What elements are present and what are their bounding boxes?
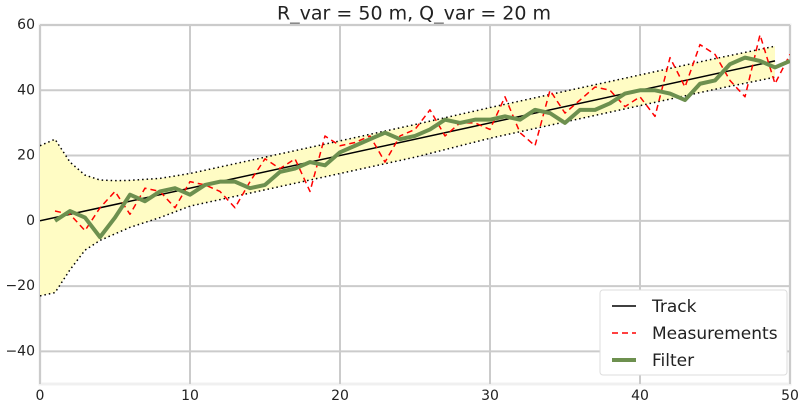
legend-label: Filter: [652, 351, 694, 371]
x-tick-label: 40: [631, 388, 649, 404]
x-tick-label: 10: [181, 388, 199, 404]
x-tick-label: 50: [781, 388, 799, 404]
chart-title: R_var = 50 m, Q_var = 20 m: [277, 3, 551, 25]
y-tick-label: 0: [26, 213, 35, 229]
legend-label: Track: [651, 297, 697, 317]
plot: [40, 34, 790, 297]
y-tick-label: 40: [17, 82, 35, 98]
series-line: [53, 55, 790, 240]
x-tick-label: 0: [36, 388, 45, 404]
y-tick-label: 20: [17, 148, 35, 164]
legend-label: Measurements: [652, 324, 778, 344]
legend-box: [599, 289, 788, 376]
y-tick-label: 60: [17, 17, 35, 33]
y-tick-label: −20: [5, 278, 35, 294]
x-tick-label: 30: [481, 388, 499, 404]
y-tick-label: −40: [5, 343, 35, 359]
series-line: [54, 34, 790, 232]
band-edge: [40, 76, 776, 297]
x-tick-label: 20: [331, 388, 349, 404]
